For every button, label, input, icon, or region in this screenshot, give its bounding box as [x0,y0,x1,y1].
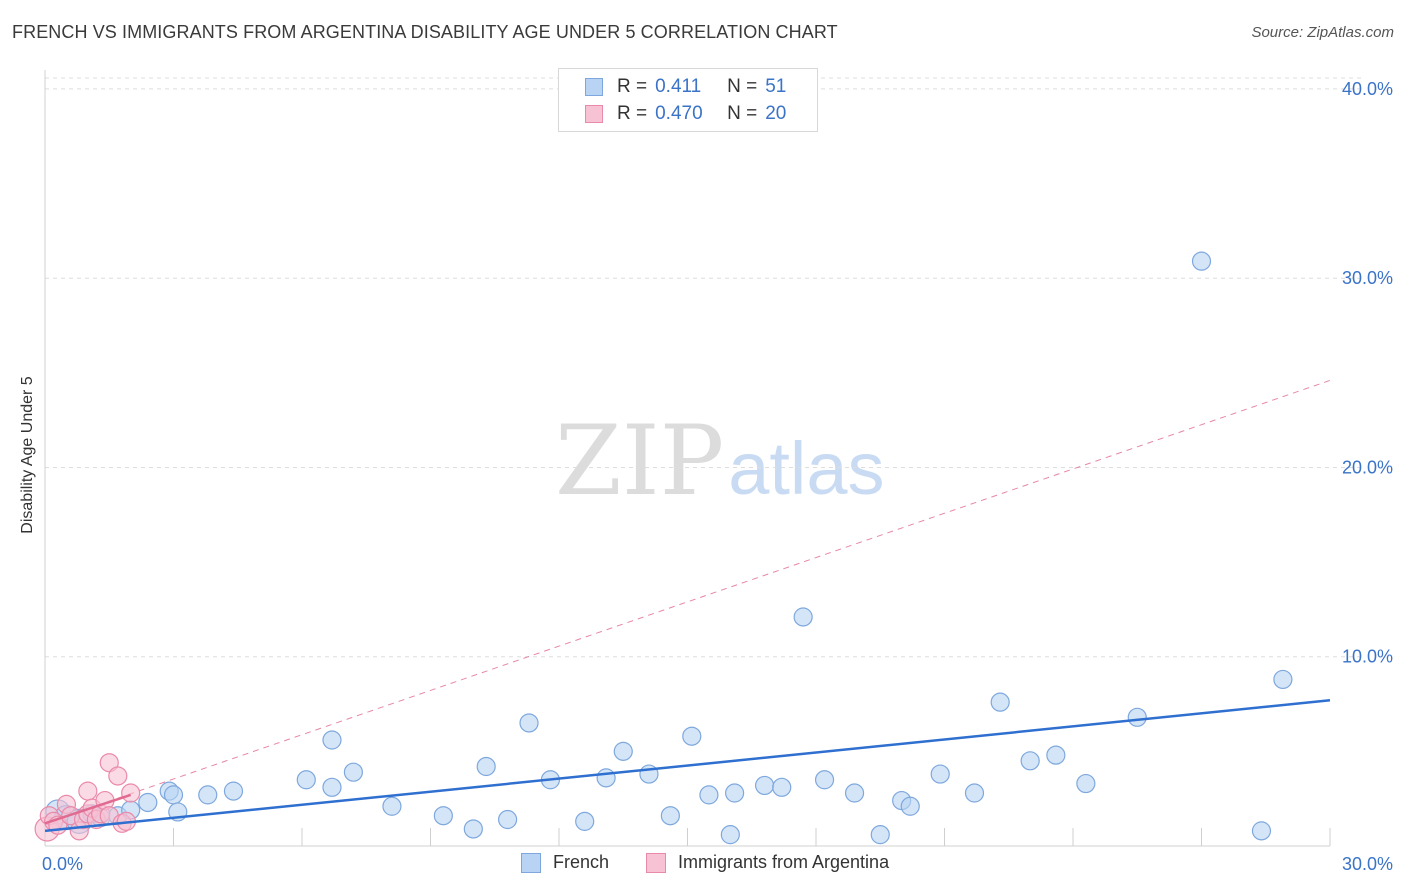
argentina-point [108,766,128,786]
french-point [463,819,483,839]
legend-r-label: R = [617,103,648,124]
argentina-swatch [585,105,603,123]
french-point [1076,773,1096,794]
french-point [198,785,218,805]
french-point [990,692,1010,712]
legend-label-argentina: Immigrants from Argentina [678,852,890,872]
legend-n-value: 51 [765,76,787,97]
french-point [1251,821,1272,841]
french-point [870,825,890,845]
french-point [900,796,920,816]
french-point [793,607,813,627]
french-point [476,756,496,777]
legend-r-value: 0.411 [655,76,702,97]
legend-item-argentina: Immigrants from Argentina [646,852,889,873]
french-point [382,796,402,816]
french-point [519,713,539,733]
source-label: Source: ZipAtlas.com [1251,24,1394,41]
french-point [1191,251,1212,271]
french-point [682,726,702,746]
french-point [575,811,595,831]
french-point [699,785,719,805]
y-tick-label: 20.0% [1342,457,1393,477]
argentina-point [78,781,98,801]
legend-item-french: French [521,852,609,873]
argentina-point [121,783,141,803]
y-tick-label: 10.0% [1342,647,1393,667]
french-points [45,251,1293,845]
watermark: ZIPatlas [555,405,885,517]
x-tick-label: 30.0% [1342,854,1393,874]
argentina-swatch [646,852,666,873]
french-point [138,792,158,813]
french-point [754,775,775,796]
french-point [1020,751,1040,771]
y-tick-label: 40.0% [1342,79,1393,99]
french-point [322,777,342,797]
french-point [596,768,616,788]
french-point [223,781,244,801]
french-point [814,770,835,790]
chart-title: FRENCH VS IMMIGRANTS FROM ARGENTINA DISA… [12,22,838,42]
french-point [1273,669,1293,690]
watermark-atlas: atlas [728,427,885,510]
argentina-trend-line [44,793,132,825]
french-trend-line [44,699,1331,833]
legend-r-label: R = [617,76,648,97]
french-swatch [521,852,541,873]
y-tick-label: 30.0% [1342,268,1393,288]
correlation-legend: R = 0.411 N = 51 R = 0.470 N = 20 [558,68,818,132]
french-point [296,770,316,790]
legend-label-french: French [553,852,610,872]
x-tick-label: 0.0% [42,854,83,874]
legend-row-argentina: R = 0.470 N = 20 [585,103,786,125]
french-point [433,806,453,826]
legend-n-label: N = [727,103,758,124]
french-point [613,741,633,761]
trend-lines [44,699,1331,833]
french-point [343,762,363,782]
french-point [930,764,950,784]
french-point [322,730,342,750]
french-point [498,809,518,830]
french-point [1046,745,1066,765]
argentina-trend-extended [44,379,1331,824]
gridlines [45,77,1365,658]
series-legend: French Immigrants from Argentina [0,852,1406,876]
french-point [660,806,680,826]
tick-labels: 10.0% 20.0% 30.0% 40.0% 0.0% 30.0% [42,79,1393,874]
french-point [964,783,985,803]
argentina-trend-dashed [44,379,1331,824]
legend-r-value: 0.470 [655,103,703,124]
french-point [844,783,865,803]
french-point [163,785,184,805]
legend-n-value: 20 [765,103,787,124]
legend-n-label: N = [727,76,758,97]
french-point [720,825,740,845]
french-point [1127,707,1147,727]
legend-row-french: R = 0.411 N = 51 [585,76,786,98]
french-point [725,783,745,803]
french-swatch [585,78,603,96]
watermark-zip: ZIP [555,405,725,517]
french-point [772,777,792,797]
